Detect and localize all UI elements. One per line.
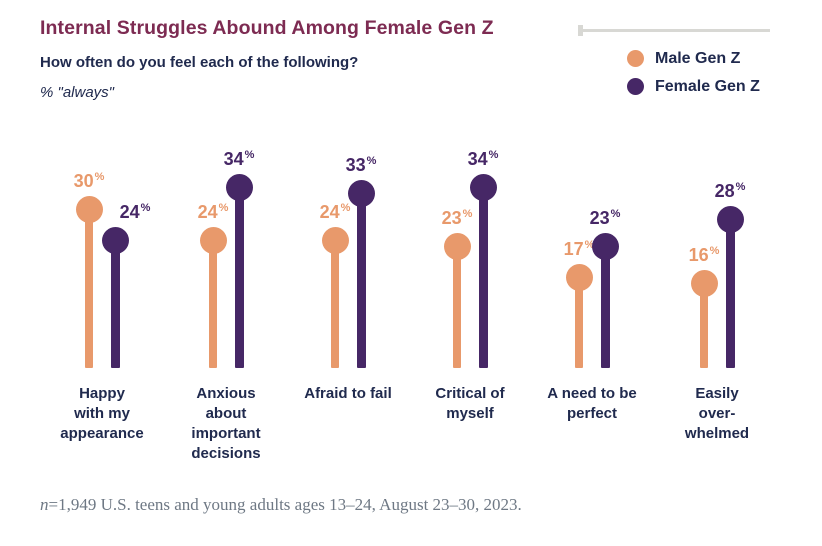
legend-dot-female — [627, 78, 644, 95]
lollipop-dot-female-5 — [716, 206, 744, 234]
value-number: 24 — [319, 202, 340, 223]
value-label-female-4: 23% — [590, 208, 621, 232]
lollipop-stick-female-2 — [356, 193, 366, 368]
value-number: 16 — [688, 244, 709, 265]
value-label-female-3: 34% — [468, 149, 499, 173]
category-label-4: A need to be perfect — [547, 385, 637, 422]
lollipop-stick-male-1 — [209, 240, 217, 368]
value-label-male-4: 17% — [564, 239, 595, 263]
lollipop-dot-female-3 — [469, 174, 497, 202]
category-label-3: Critical of myself — [435, 385, 505, 422]
value-number: 23 — [589, 207, 610, 228]
lollipop-stick-male-4 — [575, 277, 583, 368]
legend: Male Gen Z Female Gen Z — [627, 49, 760, 105]
value-suffix: % — [94, 170, 105, 183]
footnote-n: n — [40, 495, 49, 514]
value-label-male-3: 23% — [442, 208, 473, 232]
lollipop-dot-male-3 — [443, 232, 471, 260]
lollipop-stick-male-5 — [700, 283, 708, 368]
lollipop-dot-female-0 — [101, 227, 129, 255]
value-label-male-2: 24% — [320, 202, 351, 226]
lollipop-stick-female-1 — [234, 187, 244, 368]
lollipop-dot-female-2 — [347, 179, 375, 207]
value-number: 24 — [197, 202, 218, 223]
category-label-2: Afraid to fail — [304, 385, 392, 402]
category-label-5: Easily over- whelmed — [684, 385, 750, 442]
title-rule-line — [580, 29, 770, 32]
value-number: 34 — [467, 149, 488, 170]
lollipop-dot-male-2 — [321, 227, 349, 255]
unit-note: % "always" — [40, 84, 115, 101]
value-number: 28 — [714, 181, 735, 202]
value-label-male-5: 16% — [689, 245, 720, 269]
value-suffix: % — [584, 239, 595, 252]
value-suffix: % — [610, 207, 621, 220]
category-label-1: Anxious about important decisions — [191, 385, 261, 462]
value-label-female-0: 24% — [120, 202, 151, 226]
value-suffix: % — [735, 181, 746, 194]
lollipop-stick-female-0 — [110, 240, 120, 368]
value-number: 34 — [223, 149, 244, 170]
lollipop-dot-female-4 — [591, 232, 619, 260]
value-number: 17 — [563, 239, 584, 260]
value-suffix: % — [218, 202, 229, 215]
value-number: 24 — [119, 202, 140, 223]
legend-label-female: Female Gen Z — [655, 77, 760, 95]
footnote-text: =1,949 U.S. teens and young adults ages … — [48, 495, 522, 514]
lollipop-dot-female-1 — [225, 174, 253, 202]
value-number: 30 — [73, 170, 94, 191]
lollipop-dot-male-1 — [199, 227, 227, 255]
lollipop-dot-male-4 — [565, 264, 593, 292]
value-suffix: % — [340, 202, 351, 215]
value-number: 33 — [345, 154, 366, 175]
legend-label-male: Male Gen Z — [655, 49, 741, 67]
legend-dot-male — [627, 50, 644, 67]
lollipop-stick-male-2 — [331, 240, 339, 368]
lollipop-stick-male-3 — [453, 246, 461, 368]
value-label-female-2: 33% — [346, 155, 377, 179]
value-label-female-5: 28% — [715, 181, 746, 205]
value-label-male-1: 24% — [198, 202, 229, 226]
lollipop-stick-female-3 — [478, 187, 488, 368]
survey-question: How often do you feel each of the follow… — [40, 54, 359, 71]
value-label-female-1: 34% — [224, 149, 255, 173]
category-label-0: Happy with my appearance — [60, 385, 144, 442]
value-suffix: % — [709, 244, 720, 257]
value-suffix: % — [140, 202, 151, 215]
legend-item-male: Male Gen Z — [627, 49, 760, 68]
value-label-male-0: 30% — [74, 171, 105, 195]
value-suffix: % — [488, 149, 499, 162]
lollipop-stick-female-4 — [600, 246, 610, 368]
value-suffix: % — [244, 149, 255, 162]
value-suffix: % — [462, 207, 473, 220]
lollipop-dot-male-0 — [75, 195, 103, 223]
value-number: 23 — [441, 207, 462, 228]
lollipop-stick-male-0 — [85, 209, 93, 368]
page-title: Internal Struggles Abound Among Female G… — [40, 17, 494, 39]
footnote: n=1,949 U.S. teens and young adults ages… — [40, 495, 522, 515]
lollipop-stick-female-5 — [725, 219, 735, 368]
lollipop-dot-male-5 — [690, 269, 718, 297]
legend-item-female: Female Gen Z — [627, 77, 760, 96]
value-suffix: % — [366, 154, 377, 167]
